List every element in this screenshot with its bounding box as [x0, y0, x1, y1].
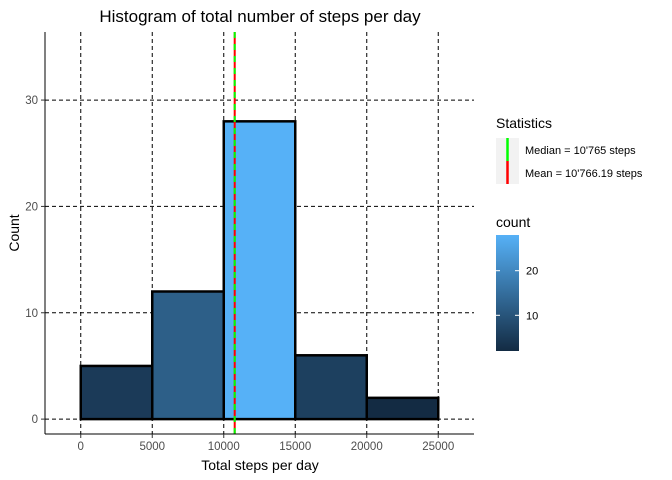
y-tick-label: 0 — [32, 414, 38, 426]
count-colorbar — [496, 235, 519, 351]
histogram-bar — [365, 396, 440, 421]
statistics-legend-title: Statistics — [496, 115, 552, 131]
x-tick-label: 5000 — [139, 441, 165, 453]
count-legend-title: count — [496, 214, 530, 230]
x-tick-label: 10000 — [208, 441, 240, 453]
y-tick-label: 20 — [25, 201, 38, 213]
x-tick-label: 20000 — [351, 441, 383, 453]
colorbar-tick-label: 10 — [526, 310, 538, 322]
y-tick-label: 10 — [25, 308, 38, 320]
histogram-bar — [151, 290, 225, 421]
histogram-bar — [294, 354, 368, 421]
histogram-bars — [79, 120, 440, 421]
y-axis-title: Count — [6, 214, 22, 251]
x-tick-label: 0 — [78, 441, 84, 453]
x-tick-label: 25000 — [422, 441, 454, 453]
y-axis-ticks: 0 10 20 30 — [25, 95, 45, 426]
x-axis-ticks: 0 5000 10000 15000 20000 25000 — [78, 434, 454, 453]
legend-median-label: Median = 10'765 steps — [525, 145, 636, 157]
x-tick-label: 15000 — [279, 441, 311, 453]
colorbar-ticks: 10 20 — [496, 266, 538, 322]
legend-mean-label: Mean = 10'766.19 steps — [525, 168, 643, 180]
histogram-bar — [79, 364, 154, 421]
count-legend: count 10 20 — [496, 214, 538, 351]
x-axis-title: Total steps per day — [201, 457, 319, 473]
chart-title: Histogram of total number of steps per d… — [99, 7, 421, 26]
y-tick-label: 30 — [25, 95, 38, 107]
colorbar-tick-label: 20 — [526, 266, 538, 278]
statistics-legend: Statistics Median = 10'765 steps Mean = … — [496, 115, 643, 184]
